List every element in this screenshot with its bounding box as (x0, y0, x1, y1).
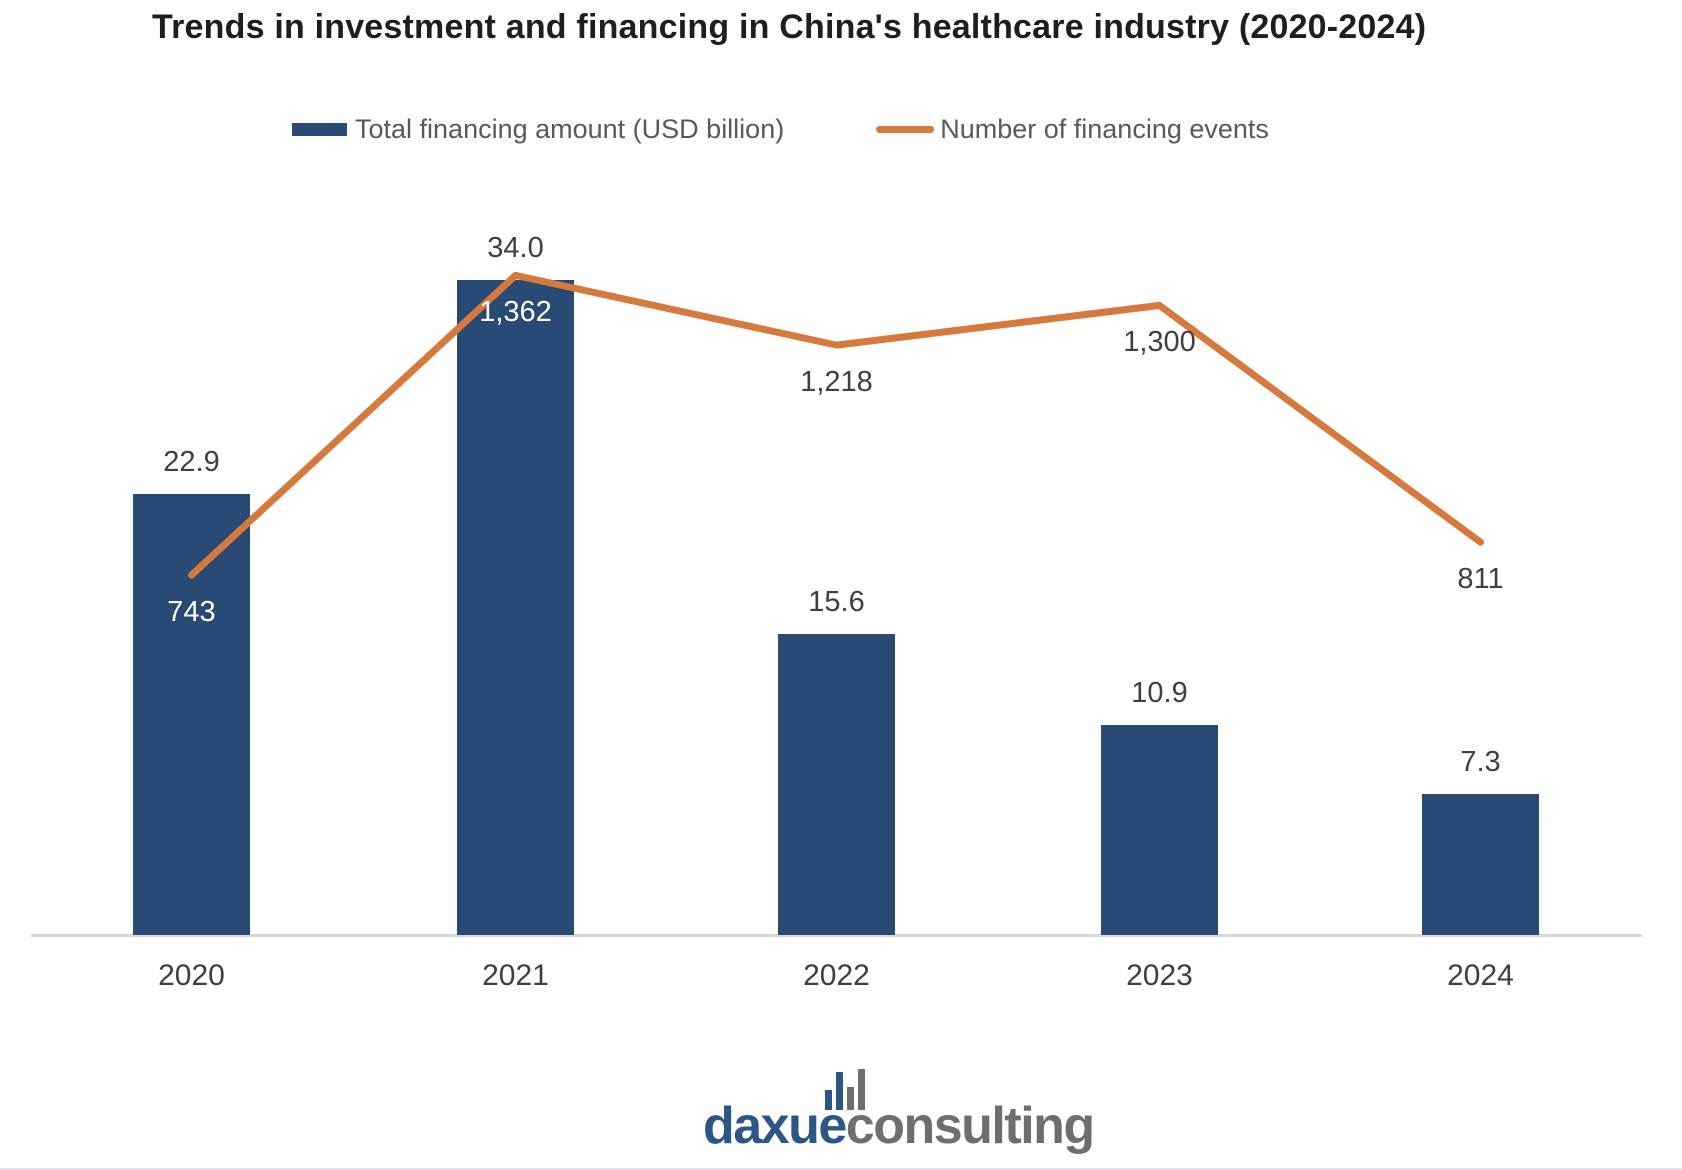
logo-bar-2 (836, 1072, 843, 1110)
logo-text-consulting: consulting (845, 1097, 1095, 1155)
bar-chart-logo-icon (825, 1069, 867, 1110)
logo-bar-4 (858, 1069, 865, 1110)
x-tick-2023: 2023 (1126, 959, 1193, 992)
logo-bar-1 (825, 1090, 832, 1110)
line-value-label-2020: 743 (167, 596, 216, 629)
x-axis-line (31, 934, 1642, 937)
bar-2023 (1101, 725, 1218, 935)
chart-legend: Total financing amount (USD billion) Num… (292, 114, 1269, 145)
logo-text: daxueconsulting (703, 1096, 1095, 1156)
line-value-label-2023: 1,300 (1123, 326, 1196, 359)
daxue-consulting-logo: daxueconsulting (677, 1058, 1137, 1162)
bar-value-label-2021: 34.0 (487, 232, 544, 264)
x-tick-2020: 2020 (158, 959, 225, 992)
line-series-swatch-icon (876, 126, 935, 133)
line-value-label-2021: 1,362 (479, 296, 552, 329)
x-tick-2021: 2021 (482, 959, 549, 992)
x-tick-2022: 2022 (803, 959, 870, 992)
bar-2024 (1422, 794, 1539, 935)
bar-2022 (778, 634, 895, 935)
line-value-label-2022: 1,218 (800, 366, 873, 399)
bar-series-swatch-icon (292, 123, 347, 136)
chart-title: Trends in investment and financing in Ch… (152, 8, 1427, 46)
legend-label-financing-events: Number of financing events (940, 114, 1269, 144)
bar-value-label-2023: 10.9 (1131, 677, 1188, 709)
logo-text-daxue: daxue (703, 1097, 847, 1155)
bar-value-label-2024: 7.3 (1460, 746, 1501, 779)
line-value-label-2024: 811 (1457, 563, 1504, 596)
logo-bar-3 (847, 1087, 854, 1110)
bar-value-label-2020: 22.9 (163, 445, 220, 478)
legend-item-financing-amount: Total financing amount (USD billion) (292, 114, 784, 145)
legend-label-financing-amount: Total financing amount (USD billion) (355, 114, 785, 144)
bar-value-label-2022: 15.6 (808, 586, 865, 619)
legend-item-financing-events: Number of financing events (876, 114, 1269, 145)
x-tick-2024: 2024 (1447, 959, 1514, 992)
